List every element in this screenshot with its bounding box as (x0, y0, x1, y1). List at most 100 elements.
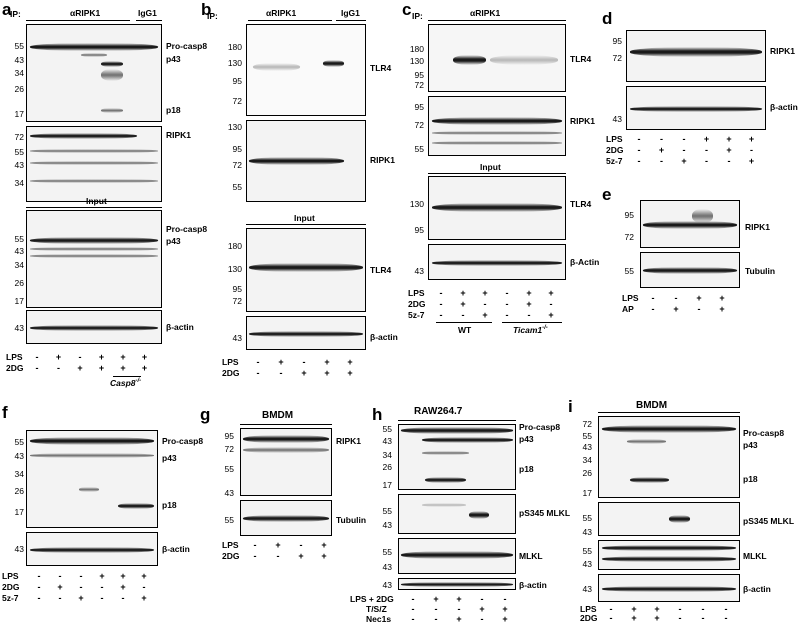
row-label-lps: LPS (222, 540, 239, 550)
condition-sign: - (35, 352, 39, 362)
mw-marker: 26 (14, 84, 24, 94)
label-p18: p18 (162, 500, 177, 510)
condition-sign: + (460, 288, 466, 298)
condition-sign: - (682, 134, 686, 144)
panel-letter-a: a (2, 0, 12, 19)
condition-sign: - (253, 540, 257, 550)
mw-marker: 43 (382, 436, 392, 446)
mw-marker: 55 (382, 547, 392, 557)
label-tlr4: TLR4 (370, 63, 392, 73)
condition-sign: + (298, 551, 304, 561)
label-pro-casp8: Pro-casp8 (166, 224, 208, 234)
mw-marker: 130 (227, 122, 242, 132)
blot-g-ripk1 (240, 428, 332, 496)
mw-marker: 34 (382, 450, 392, 460)
mw-marker: 55 (582, 513, 592, 523)
row-label-tsz: T/S/Z (366, 604, 387, 614)
mw-marker: 55 (414, 144, 424, 154)
condition-sign: - (434, 614, 438, 624)
mw-marker: 95 (232, 284, 242, 294)
row-label-2dg: 2DG (6, 363, 24, 373)
blot-a-casp8-ip (26, 24, 162, 122)
condition-sign: + (78, 593, 84, 603)
igg-label: IgG1 (138, 8, 157, 18)
label-p43: p43 (519, 434, 534, 444)
band (642, 221, 738, 229)
condition-sign: - (701, 604, 705, 614)
condition-sign: + (719, 293, 725, 303)
band (29, 325, 159, 331)
blot-d-actin (626, 86, 766, 130)
band (422, 437, 513, 443)
condition-sign: - (411, 594, 415, 604)
panel-letter-g: g (200, 405, 211, 424)
mw-marker: 130 (227, 58, 242, 68)
band (29, 149, 159, 153)
mw-marker: 43 (232, 333, 242, 343)
condition-sign: - (660, 134, 663, 144)
label-mlkl: MLKL (519, 551, 543, 561)
panel-letter-i: i (568, 397, 573, 416)
condition-sign: + (321, 540, 327, 550)
band (29, 43, 159, 51)
condition-sign: + (703, 134, 710, 144)
condition-sign: - (609, 613, 613, 623)
genotype-text: Casp8 (110, 378, 136, 388)
condition-sign: - (100, 582, 104, 592)
label-actin: β-actin (743, 584, 771, 594)
panel-title-i: BMDM (636, 400, 668, 411)
mw-marker: 43 (14, 246, 24, 256)
condition-sign: - (79, 571, 83, 581)
condition-sign: - (651, 293, 655, 303)
band (669, 515, 690, 523)
mw-marker: 26 (582, 468, 592, 478)
mw-marker: 95 (414, 102, 424, 112)
band (29, 247, 159, 251)
blot-c-tlr4-input (428, 176, 566, 240)
blot-h-casp8 (398, 424, 516, 490)
genotype-label: Casp8-/- (110, 378, 142, 388)
mw-marker: 43 (582, 584, 592, 594)
ip-bracket (248, 20, 332, 22)
condition-sign: + (631, 604, 637, 614)
condition-sign: + (99, 571, 105, 581)
condition-sign: + (748, 134, 755, 144)
blot-i-mlkl (598, 540, 740, 570)
panel-title-h: RAW264.7 (414, 406, 463, 417)
row-label-2dg: 2DG (408, 299, 426, 309)
ko-label: Ticam1-/- (513, 325, 548, 335)
row-label-2dg: 2DG (222, 551, 240, 561)
mw-marker: 180 (409, 44, 424, 54)
condition-sign: + (526, 299, 532, 309)
panel-letter-d: d (602, 9, 613, 28)
condition-sign: - (411, 604, 415, 614)
band (431, 131, 563, 135)
label-pmlkl: pS345 MLKL (743, 516, 795, 526)
condition-sign: + (141, 571, 147, 581)
mw-marker: 95 (612, 36, 622, 46)
condition-sign: + (658, 145, 665, 155)
band (100, 61, 124, 67)
igg-bracket (336, 20, 366, 22)
condition-sign: - (505, 288, 509, 298)
condition-sign: - (78, 352, 82, 362)
input-label: Input (86, 196, 107, 206)
condition-sign: - (439, 288, 443, 298)
ip-antibody: αRIPK1 (470, 8, 501, 18)
condition-sign: + (347, 357, 353, 367)
blot-b-actin (246, 316, 366, 350)
condition-sign: - (457, 604, 461, 614)
band (242, 435, 330, 443)
mw-marker: 17 (582, 488, 592, 498)
ip-label: IP: (207, 11, 218, 21)
mw-marker: 72 (232, 96, 242, 106)
label-pro-casp8: Pro-casp8 (743, 428, 785, 438)
condition-sign: + (141, 363, 148, 373)
label-tubulin: Tubulin (336, 515, 367, 525)
band (29, 437, 155, 445)
band (80, 53, 108, 57)
mw-marker: 34 (582, 455, 592, 465)
band (431, 203, 563, 212)
condition-sign: + (548, 288, 554, 298)
condition-sign: + (696, 293, 702, 303)
